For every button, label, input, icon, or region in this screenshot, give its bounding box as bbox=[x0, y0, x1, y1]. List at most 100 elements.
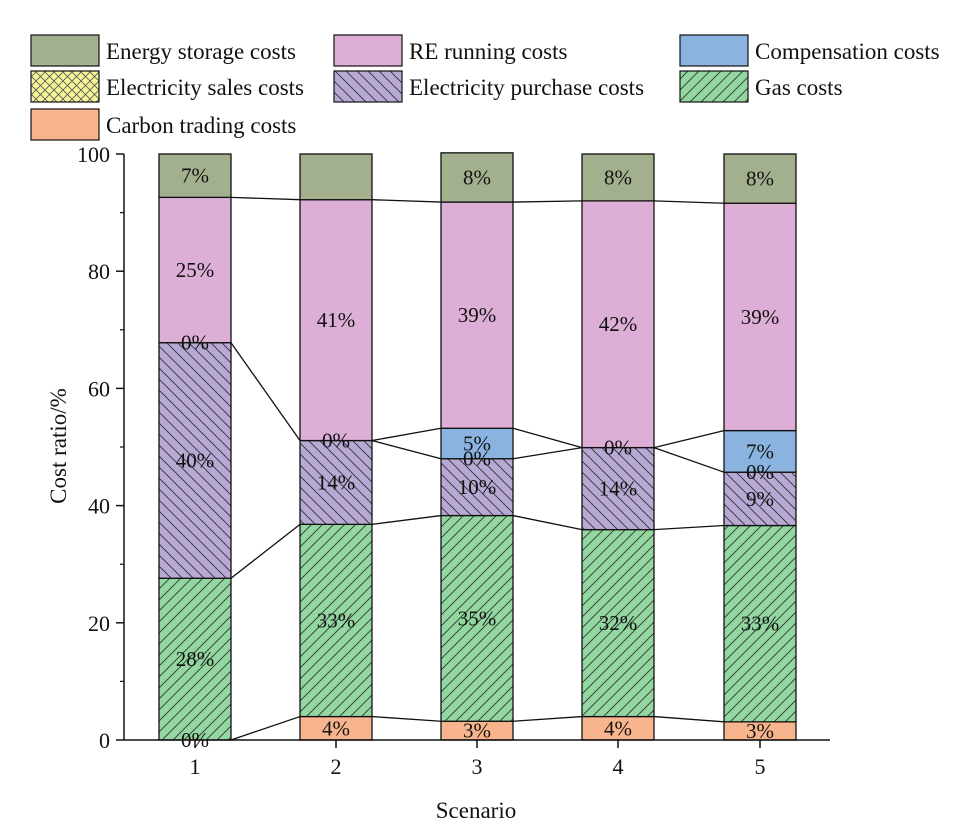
bar-hatch bbox=[582, 447, 654, 530]
legend-swatch-hatch bbox=[680, 71, 748, 102]
connector-line bbox=[512, 200, 583, 203]
legend-item-carbon-trading-costs: Carbon trading costs bbox=[30, 108, 296, 141]
segment-label-electricity-purchase-costs: 14% bbox=[317, 470, 356, 494]
connector-line bbox=[653, 429, 725, 449]
bar-fill bbox=[441, 428, 513, 459]
segment-label-electricity-purchase-costs: 14% bbox=[599, 477, 638, 501]
bar-outline bbox=[158, 153, 232, 199]
segment-labels: 0% 4% 3% 4% 3% 28% 33% 35% 32% 33% 40% 14% 10% 14% 9% 0… bbox=[176, 164, 780, 752]
bar-segment-energy-storage-costs bbox=[723, 153, 797, 204]
bar-segment-re-running-costs bbox=[581, 200, 655, 449]
bar-fill bbox=[724, 154, 796, 204]
segment-label-re-running-costs: 25% bbox=[176, 258, 215, 282]
y-tick-label: 0 bbox=[99, 728, 110, 753]
x-tick-label: 3 bbox=[472, 754, 483, 779]
bar-outline bbox=[723, 153, 797, 204]
bar-segment-compensation-costs bbox=[723, 429, 797, 473]
connector-line bbox=[653, 446, 725, 473]
segment-label-energy-storage-costs: 7% bbox=[181, 164, 209, 188]
segment-label-compensation-costs: 7% bbox=[746, 439, 774, 463]
bar-segment-gas-costs bbox=[723, 524, 797, 723]
bar-fill bbox=[300, 154, 372, 200]
bar-fill bbox=[582, 716, 654, 740]
bar-outline bbox=[440, 152, 514, 203]
legend-label: Energy storage costs bbox=[106, 39, 296, 64]
bar-fill bbox=[441, 152, 513, 203]
bar-segment-electricity-purchase-costs bbox=[581, 446, 655, 531]
bar-segment-re-running-costs bbox=[158, 196, 232, 344]
legend-item-re-running-costs: RE running costs bbox=[333, 34, 567, 67]
bar-segment-energy-storage-costs bbox=[299, 153, 373, 201]
bar-hatch bbox=[724, 525, 796, 722]
legend-swatch-outline bbox=[333, 34, 403, 67]
x-tick-label: 5 bbox=[755, 754, 766, 779]
legend-swatch-outline bbox=[30, 34, 100, 67]
legend-swatch-hatch bbox=[334, 71, 402, 102]
bar-fill bbox=[300, 199, 372, 441]
y-tick-label: 20 bbox=[88, 611, 110, 636]
legend-label: Carbon trading costs bbox=[106, 113, 296, 138]
bar-segment-electricity-purchase-costs bbox=[299, 439, 373, 526]
connector-line bbox=[512, 446, 583, 460]
connector-line bbox=[371, 439, 442, 460]
segment-label-carbon-trading-costs: 3% bbox=[746, 719, 774, 743]
legend-item-compensation-costs: Compensation costs bbox=[679, 34, 940, 67]
bar-fill bbox=[300, 716, 372, 740]
segment-label-electricity-sales-costs: 0% bbox=[463, 447, 491, 471]
bar-segment-re-running-costs bbox=[440, 201, 514, 429]
connector-line bbox=[653, 524, 725, 531]
segment-label-gas-costs: 33% bbox=[741, 612, 780, 636]
x-tick-label: 4 bbox=[613, 754, 624, 779]
segment-label-gas-costs: 35% bbox=[458, 606, 497, 630]
bar-segment-energy-storage-costs bbox=[158, 153, 232, 199]
bar-hatch bbox=[724, 472, 796, 526]
connector-line bbox=[653, 200, 725, 204]
connector-line bbox=[512, 514, 583, 531]
connector-line bbox=[230, 715, 301, 741]
segment-label-electricity-purchase-costs: 40% bbox=[176, 448, 215, 472]
connector-line bbox=[653, 715, 725, 723]
legend-swatch bbox=[31, 35, 99, 66]
y-tick-label: 60 bbox=[88, 376, 110, 401]
legend-label: Electricity sales costs bbox=[106, 75, 304, 100]
segment-label-gas-costs: 28% bbox=[176, 647, 215, 671]
axes: 0 20 40 60 80 100 1 2 3 4 5 Scenario Cost ratio/% bbox=[46, 142, 830, 823]
legend-item-energy-storage-costs: Energy storage costs bbox=[30, 34, 296, 67]
x-tick-label: 1 bbox=[190, 754, 201, 779]
legend-swatch-outline bbox=[679, 34, 749, 67]
bar-fill bbox=[159, 197, 231, 343]
bar-fill bbox=[582, 200, 654, 448]
connector-line bbox=[230, 196, 301, 201]
x-axis-title: Scenario bbox=[436, 798, 516, 823]
bar-fill bbox=[724, 430, 796, 473]
legend-swatch bbox=[334, 35, 402, 66]
legend-swatch-outline bbox=[333, 70, 403, 103]
connector-line bbox=[371, 514, 442, 525]
segment-label-electricity-sales-costs: 0% bbox=[746, 460, 774, 484]
bar-fill bbox=[582, 154, 654, 201]
y-tick-label: 100 bbox=[77, 142, 110, 167]
segment-label-electricity-purchase-costs: 10% bbox=[458, 475, 497, 499]
bar-segment-re-running-costs bbox=[723, 202, 797, 432]
bar-fill bbox=[724, 721, 796, 740]
segment-label-carbon-trading-costs: 4% bbox=[604, 716, 632, 740]
bar-outline bbox=[299, 153, 373, 201]
segment-label-compensation-costs: 5% bbox=[463, 431, 491, 455]
bar-segment-electricity-purchase-costs bbox=[723, 471, 797, 527]
legend-item-electricity-purchase-costs: Electricity purchase costs bbox=[333, 70, 644, 103]
segment-label-gas-costs: 33% bbox=[317, 608, 356, 632]
connector-line bbox=[512, 715, 583, 722]
bar-fill bbox=[441, 721, 513, 740]
legend-label: Compensation costs bbox=[755, 39, 940, 64]
segment-label-gas-costs: 32% bbox=[599, 611, 638, 635]
bar-hatch bbox=[300, 440, 372, 525]
segment-label-electricity-sales-costs: 0% bbox=[181, 331, 209, 355]
bar-segment-gas-costs bbox=[581, 528, 655, 718]
segment-label-re-running-costs: 42% bbox=[599, 312, 638, 336]
y-tick-label: 80 bbox=[88, 259, 110, 284]
legend-swatch-outline bbox=[679, 70, 749, 103]
bar-outline bbox=[581, 153, 655, 202]
y-tick-label: 40 bbox=[88, 494, 110, 519]
connector-line bbox=[371, 427, 442, 442]
